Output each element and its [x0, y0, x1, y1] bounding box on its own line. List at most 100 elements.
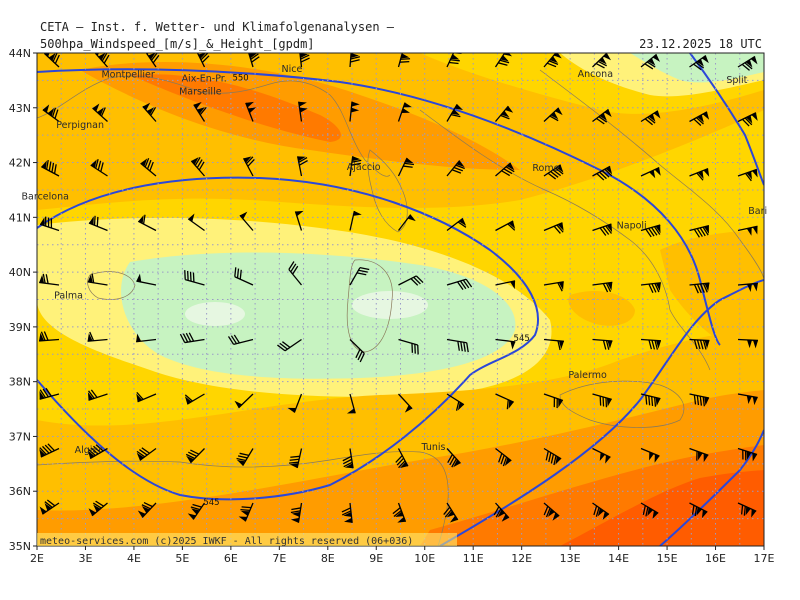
barb-flag — [189, 271, 192, 282]
barb-flag — [281, 341, 291, 348]
barb-pennant — [654, 454, 660, 463]
barb-pennant — [343, 511, 352, 517]
barb-pennant — [746, 451, 752, 460]
barb-flag — [359, 353, 365, 363]
barb-staff — [294, 211, 303, 231]
barb-staff — [592, 502, 610, 515]
map-title: CETA — Inst. f. Wetter- und Klimafolgena… — [40, 20, 395, 34]
barb-flag — [500, 455, 505, 465]
barb-flag — [742, 449, 744, 460]
barb-flag — [100, 107, 106, 117]
barb-pennant — [393, 566, 402, 573]
barb-flag — [399, 60, 410, 63]
barb-staff — [592, 338, 613, 342]
barb-flag — [642, 505, 646, 515]
wind-barb — [446, 278, 473, 290]
barb-flag — [292, 265, 299, 275]
barb-pennant — [552, 512, 560, 521]
copyright-footer: meteo-services.com (c)2025 IWKF - All ri… — [40, 536, 413, 547]
wind-barb — [193, 102, 207, 122]
barb-pennant — [501, 514, 509, 522]
barb-flag — [96, 216, 99, 227]
barb-flag — [200, 53, 209, 61]
barb-flag — [400, 58, 411, 60]
barb-flag — [190, 449, 200, 455]
lat-tick-label: 44N — [9, 47, 31, 60]
wind-barb — [488, 558, 507, 580]
barb-staff — [495, 162, 512, 177]
barb-staff — [640, 502, 659, 514]
wind-band-ne-calm — [630, 53, 764, 83]
wind-barb — [737, 225, 758, 236]
wind-barb — [640, 502, 659, 520]
barb-staff — [495, 393, 515, 403]
barb-flag — [341, 510, 352, 516]
barb-staff — [350, 558, 352, 578]
city-label: Perpignan — [56, 120, 104, 131]
barb-flag — [696, 283, 702, 294]
barb-flag — [136, 450, 146, 458]
barb-staff — [39, 393, 60, 400]
barb-flag — [185, 332, 192, 342]
barb-flag — [651, 396, 654, 407]
barb-pennant — [746, 227, 752, 236]
barb-flag — [696, 339, 701, 350]
barb-pennant — [752, 396, 758, 406]
wind-barb — [537, 558, 557, 579]
barb-pennant — [549, 56, 558, 64]
barb-pennant — [594, 564, 603, 573]
barb-pennant — [351, 101, 360, 107]
barb-staff — [640, 447, 660, 457]
barb-pennant — [603, 53, 612, 61]
barb-flag — [415, 275, 424, 284]
barb-pennant — [186, 455, 195, 463]
barb-staff — [690, 558, 707, 569]
barb-flag — [414, 344, 416, 354]
wind-barb — [495, 338, 516, 350]
barb-flag — [43, 331, 49, 341]
city-label: Napoli — [617, 221, 647, 232]
wind-barb — [439, 558, 456, 580]
wind-barb — [493, 502, 510, 522]
wind-zone-calm-east — [352, 291, 428, 319]
barb-staff — [296, 448, 303, 469]
barb-flag — [550, 454, 555, 464]
barb-pennant — [604, 109, 612, 118]
wind-barb — [43, 53, 60, 68]
barb-flag — [411, 343, 414, 353]
barb-staff — [238, 393, 254, 409]
wind-barb — [586, 558, 607, 578]
barb-flag — [455, 401, 460, 411]
city-label: Aix-En-Pr. — [182, 74, 227, 85]
city-label: Ancona — [578, 69, 613, 80]
barb-flag — [457, 341, 460, 351]
barb-flag — [451, 458, 457, 468]
wind-barb — [543, 338, 564, 351]
barb-flag — [89, 331, 95, 341]
barb-flag — [545, 507, 551, 518]
wind-barb — [137, 214, 157, 232]
barb-flag — [236, 268, 240, 279]
barb-flag — [441, 562, 450, 569]
barb-staff — [446, 160, 461, 177]
barb-flag — [42, 445, 50, 454]
wind-barb — [446, 53, 462, 68]
barb-pennant — [187, 513, 197, 520]
barb-flag — [192, 503, 202, 508]
barb-flag — [198, 161, 205, 171]
barb-pennant — [655, 224, 661, 234]
wind-barbs — [39, 53, 759, 580]
barb-pennant — [184, 396, 192, 405]
barb-flag — [653, 226, 661, 235]
wind-barb — [543, 502, 560, 521]
barb-pennant — [558, 398, 563, 408]
barb-pennant — [751, 112, 758, 121]
barb-staff — [398, 338, 418, 346]
barb-flag — [507, 223, 516, 231]
barb-pennant — [643, 563, 652, 572]
barb-flag — [546, 62, 557, 68]
barb-staff — [398, 275, 417, 286]
barb-pennant — [655, 397, 661, 406]
wind-barb — [689, 167, 710, 181]
wind-barb — [640, 338, 662, 350]
